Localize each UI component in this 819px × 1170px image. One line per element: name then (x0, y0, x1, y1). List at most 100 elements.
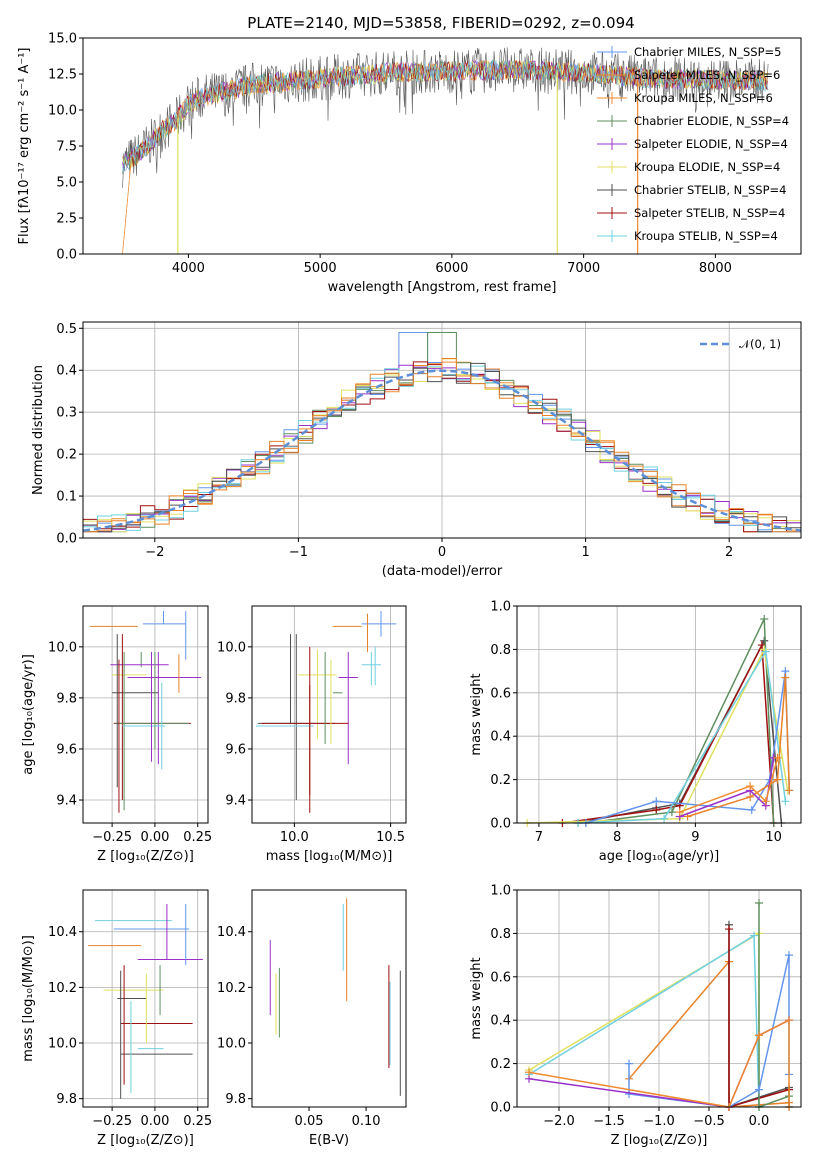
x-axis-label: Z [log₁₀(Z/Z⊙)] (97, 1133, 194, 1148)
legend-entry: Chabrier ELODIE, N_SSP=4 (634, 114, 789, 128)
weight-marker (781, 673, 790, 682)
y-tick-label: 10.0 (48, 104, 77, 119)
y-tick-label: 1.0 (490, 884, 511, 899)
y-tick-label: 0.2 (490, 1057, 511, 1072)
x-tick-label: 10 (765, 830, 782, 845)
legend-entry: Salpeter MILES, N_SSP=6 (634, 68, 780, 82)
weight-line (528, 934, 760, 1108)
y-axis-label: Flux [fλ10⁻¹⁷ erg cm⁻² s⁻¹ A⁻¹] (17, 48, 32, 245)
legend-entry: 𝒩(0, 1) (739, 337, 781, 351)
y-tick-label: 15.0 (48, 32, 77, 47)
axes-frame (516, 605, 802, 824)
x-tick-label: −2.0 (543, 1114, 575, 1129)
y-tick-label: 0.4 (56, 364, 77, 379)
y-tick-label: 0.4 (490, 1014, 511, 1029)
weight-marker (652, 797, 661, 806)
y-tick-label: 0.6 (490, 970, 511, 985)
legend-entry: Kroupa STELIB, N_SSP=4 (634, 229, 778, 243)
spectrum-line (122, 60, 768, 173)
y-tick-label: 10.2 (217, 981, 246, 996)
spectrum-line (122, 59, 768, 169)
weight-marker (785, 951, 793, 960)
y-tick-label: 12.5 (48, 68, 77, 83)
weight-marker (755, 1085, 763, 1094)
y-axis-label: mass weight (469, 673, 484, 755)
x-axis-label: Z [log₁₀(Z/Z⊙)] (97, 849, 194, 864)
x-axis-label: (data-model)/error (382, 564, 503, 579)
y-tick-label: 1.0 (490, 600, 511, 615)
axes-frame (82, 37, 802, 255)
chart-title: PLATE=2140, MJD=53858, FIBERID=0292, z=0… (247, 14, 634, 32)
weight-marker (525, 1068, 533, 1077)
y-tick-label: 0.1 (56, 490, 77, 505)
y-tick-label: 9.8 (56, 1092, 77, 1107)
y-axis-label: age [log₁₀(age/yr)] (21, 654, 36, 775)
axes-frame (82, 889, 209, 1108)
x-tick-label: 5000 (304, 261, 337, 276)
weight-marker (760, 615, 769, 624)
weight-marker (625, 1059, 633, 1068)
axes-frame (82, 321, 802, 539)
histogram-series (83, 365, 801, 533)
x-tick-label: −0.5 (693, 1114, 725, 1129)
weight-marker (652, 805, 661, 814)
x-tick-label: 0.00 (140, 1114, 169, 1129)
legend-entry: Chabrier MILES, N_SSP=5 (634, 45, 781, 59)
normal-curve (82, 369, 802, 532)
x-tick-label: 4000 (172, 261, 205, 276)
y-axis-label: mass [log₁₀(M/M⊙)] (21, 935, 36, 1062)
weight-marker (755, 1031, 763, 1040)
y-tick-label: 9.4 (225, 794, 246, 809)
x-tick-label: 6000 (435, 261, 468, 276)
weight-marker (773, 775, 782, 784)
weight-line (562, 642, 775, 824)
y-tick-label: 0.8 (490, 927, 511, 942)
weight-line (577, 649, 787, 824)
y-tick-label: 0.3 (56, 406, 77, 421)
y-tick-label: 2.5 (56, 212, 77, 227)
y-tick-label: 10.4 (217, 925, 246, 940)
weight-line (679, 757, 779, 813)
x-tick-label: −0.25 (92, 830, 132, 845)
weight-line (679, 757, 775, 818)
y-tick-label: 0.5 (56, 322, 77, 337)
x-tick-label: 0.10 (352, 1114, 381, 1129)
weight-marker (785, 1016, 793, 1025)
histogram-series (83, 362, 801, 533)
weight-marker (667, 808, 676, 817)
y-tick-label: 0.2 (490, 773, 511, 788)
y-tick-label: 9.8 (225, 691, 246, 706)
x-tick-label: 0.25 (183, 1114, 212, 1129)
y-tick-label: 0.0 (490, 817, 511, 832)
y-tick-label: 0.8 (490, 643, 511, 658)
x-tick-label: −0.25 (92, 1114, 132, 1129)
y-tick-label: 10.0 (48, 640, 77, 655)
axes-frame (516, 889, 802, 1108)
legend-entry: Kroupa ELODIE, N_SSP=4 (634, 160, 780, 174)
weight-marker (761, 647, 770, 656)
weight-marker (757, 641, 766, 650)
weight-marker (773, 753, 782, 762)
y-axis-label: mass weight (469, 957, 484, 1039)
y-tick-label: 10.4 (48, 925, 77, 940)
y-tick-label: 0.2 (56, 448, 77, 463)
y-tick-label: 9.6 (56, 742, 77, 757)
y-tick-label: 9.8 (56, 691, 77, 706)
x-tick-label: 0 (438, 545, 446, 560)
x-tick-label: −1 (289, 545, 308, 560)
x-tick-label: 0.25 (183, 830, 212, 845)
weight-line (585, 618, 775, 824)
x-axis-label: mass [log₁₀(M/M⊙)] (266, 849, 393, 864)
weight-marker (660, 814, 669, 823)
weight-marker (760, 636, 769, 645)
x-axis-label: E(B-V) (309, 1133, 349, 1148)
x-tick-label: 7 (535, 830, 543, 845)
x-tick-label: 10.5 (376, 830, 405, 845)
y-tick-label: 7.5 (56, 140, 77, 155)
weight-marker (761, 797, 770, 806)
x-tick-label: −1.0 (643, 1114, 675, 1129)
weight-marker (747, 805, 756, 814)
y-tick-label: 10.2 (48, 981, 77, 996)
y-tick-label: 9.6 (225, 742, 246, 757)
